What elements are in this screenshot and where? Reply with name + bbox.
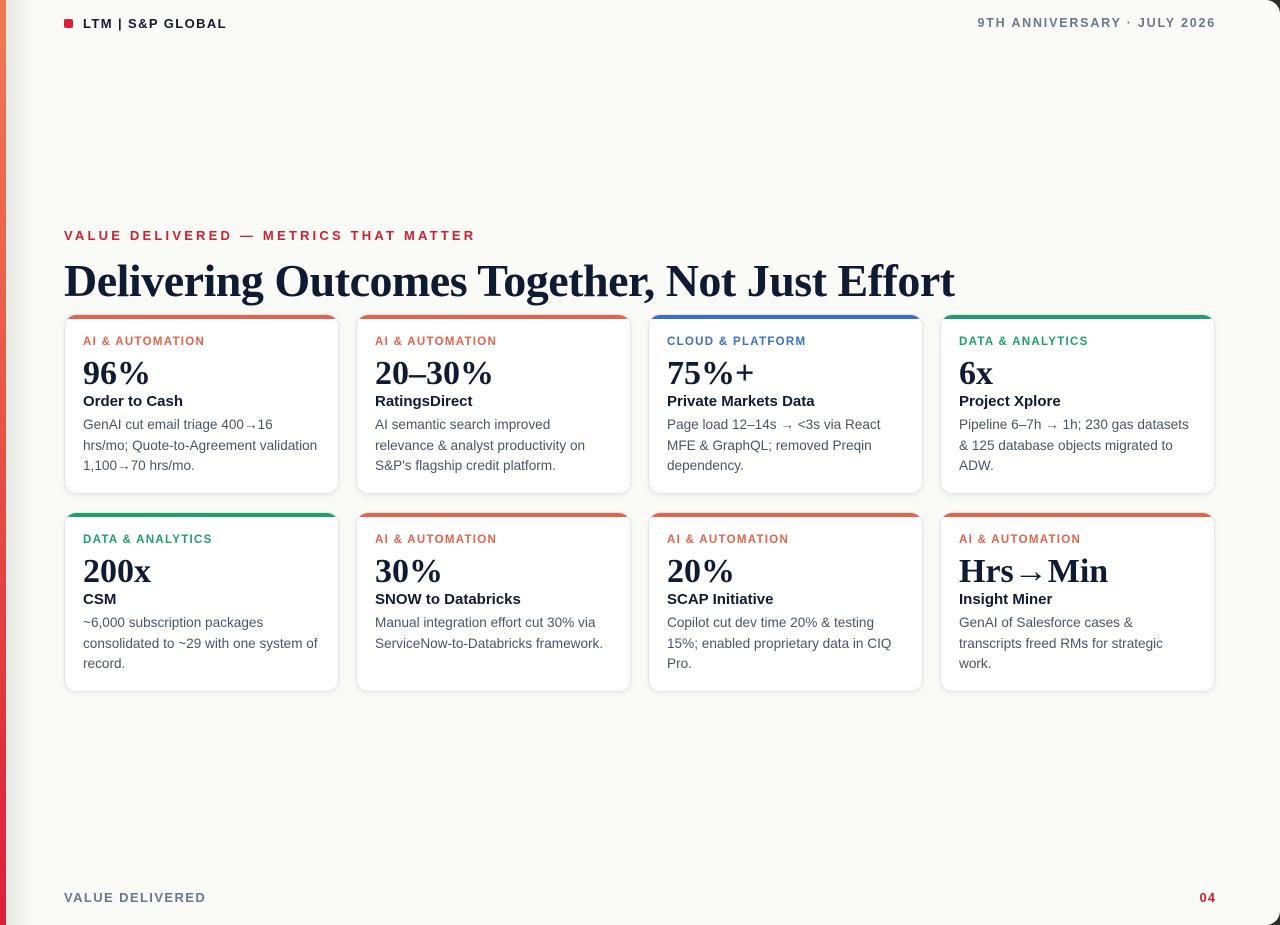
footer-label: VALUE DELIVERED — [64, 890, 207, 905]
spine-shadow — [6, 0, 34, 925]
card-metric: 75%+ — [667, 355, 755, 392]
card-title: SCAP Initiative — [667, 591, 774, 608]
card-description: ~6,000 subscription packages consolidate… — [83, 615, 318, 671]
top-bar: LTM | S&P GLOBAL 9TH ANNIVERSARY · JULY … — [64, 14, 1216, 32]
card-description: Manual integration effort cut 30% via Se… — [375, 615, 604, 651]
card-title: SNOW to Databricks — [375, 591, 521, 608]
card-title: CSM — [83, 591, 117, 608]
card-description: Pipeline 6–7h → 1h; 230 gas datasets & 1… — [959, 417, 1189, 473]
metric-card: AI & AUTOMATION Hrs→Min Insight Miner Ge… — [940, 512, 1215, 692]
brand-label: LTM | S&P GLOBAL — [83, 15, 227, 31]
metric-card: AI & AUTOMATION 20% SCAP Initiative Copi… — [648, 512, 923, 692]
section-eyebrow: VALUE DELIVERED — METRICS THAT MATTER — [64, 228, 477, 243]
card-title: RatingsDirect — [375, 393, 473, 410]
brand: LTM | S&P GLOBAL — [64, 16, 227, 31]
card-category: AI & AUTOMATION — [83, 336, 206, 348]
accent-spine — [0, 0, 6, 925]
metric-card: DATA & ANALYTICS 200x CSM ~6,000 subscri… — [64, 512, 339, 692]
brand-dot-icon — [64, 18, 73, 28]
card-description: GenAI cut email triage 400→16 hrs/mo; Qu… — [83, 417, 318, 473]
card-category: DATA & ANALYTICS — [83, 534, 213, 546]
card-description: AI semantic search improved relevance & … — [375, 417, 586, 473]
card-metric: 20–30% — [375, 355, 494, 392]
metrics-grid: AI & AUTOMATION 96% Order to Cash GenAI … — [64, 314, 1215, 692]
card-title: Insight Miner — [959, 591, 1053, 608]
card-metric: 96% — [83, 355, 151, 392]
card-category: AI & AUTOMATION — [667, 534, 790, 546]
metric-card: AI & AUTOMATION 96% Order to Cash GenAI … — [64, 314, 339, 494]
metric-card: AI & AUTOMATION 20–30% RatingsDirect AI … — [356, 314, 631, 494]
card-category: AI & AUTOMATION — [959, 534, 1082, 546]
page-number: 04 — [1199, 890, 1216, 905]
page-title: Delivering Outcomes Together, Not Just E… — [64, 255, 955, 306]
card-category: AI & AUTOMATION — [375, 336, 498, 348]
card-title: Private Markets Data — [667, 393, 815, 410]
card-category: AI & AUTOMATION — [375, 534, 498, 546]
metric-card: DATA & ANALYTICS 6x Project Xplore Pipel… — [940, 314, 1215, 494]
card-metric: 200x — [83, 553, 151, 590]
card-category: DATA & ANALYTICS — [959, 336, 1089, 348]
card-category: CLOUD & PLATFORM — [667, 336, 807, 348]
card-title: Project Xplore — [959, 393, 1061, 410]
metric-card: AI & AUTOMATION 30% SNOW to Databricks M… — [356, 512, 631, 692]
metric-card: CLOUD & PLATFORM 75%+ Private Markets Da… — [648, 314, 923, 494]
card-metric: 30% — [375, 553, 443, 590]
card-metric: 6x — [959, 355, 993, 392]
card-title: Order to Cash — [83, 393, 184, 410]
card-description: Page load 12–14s → <3s via React MFE & G… — [667, 417, 881, 473]
card-description: GenAI of Salesforce cases & transcripts … — [959, 615, 1163, 671]
edition-label: 9TH ANNIVERSARY · JULY 2026 — [977, 16, 1216, 30]
card-description: Copilot cut dev time 20% & testing 15%; … — [667, 615, 892, 671]
card-metric: 20% — [667, 553, 735, 590]
card-metric: Hrs→Min — [959, 553, 1109, 590]
